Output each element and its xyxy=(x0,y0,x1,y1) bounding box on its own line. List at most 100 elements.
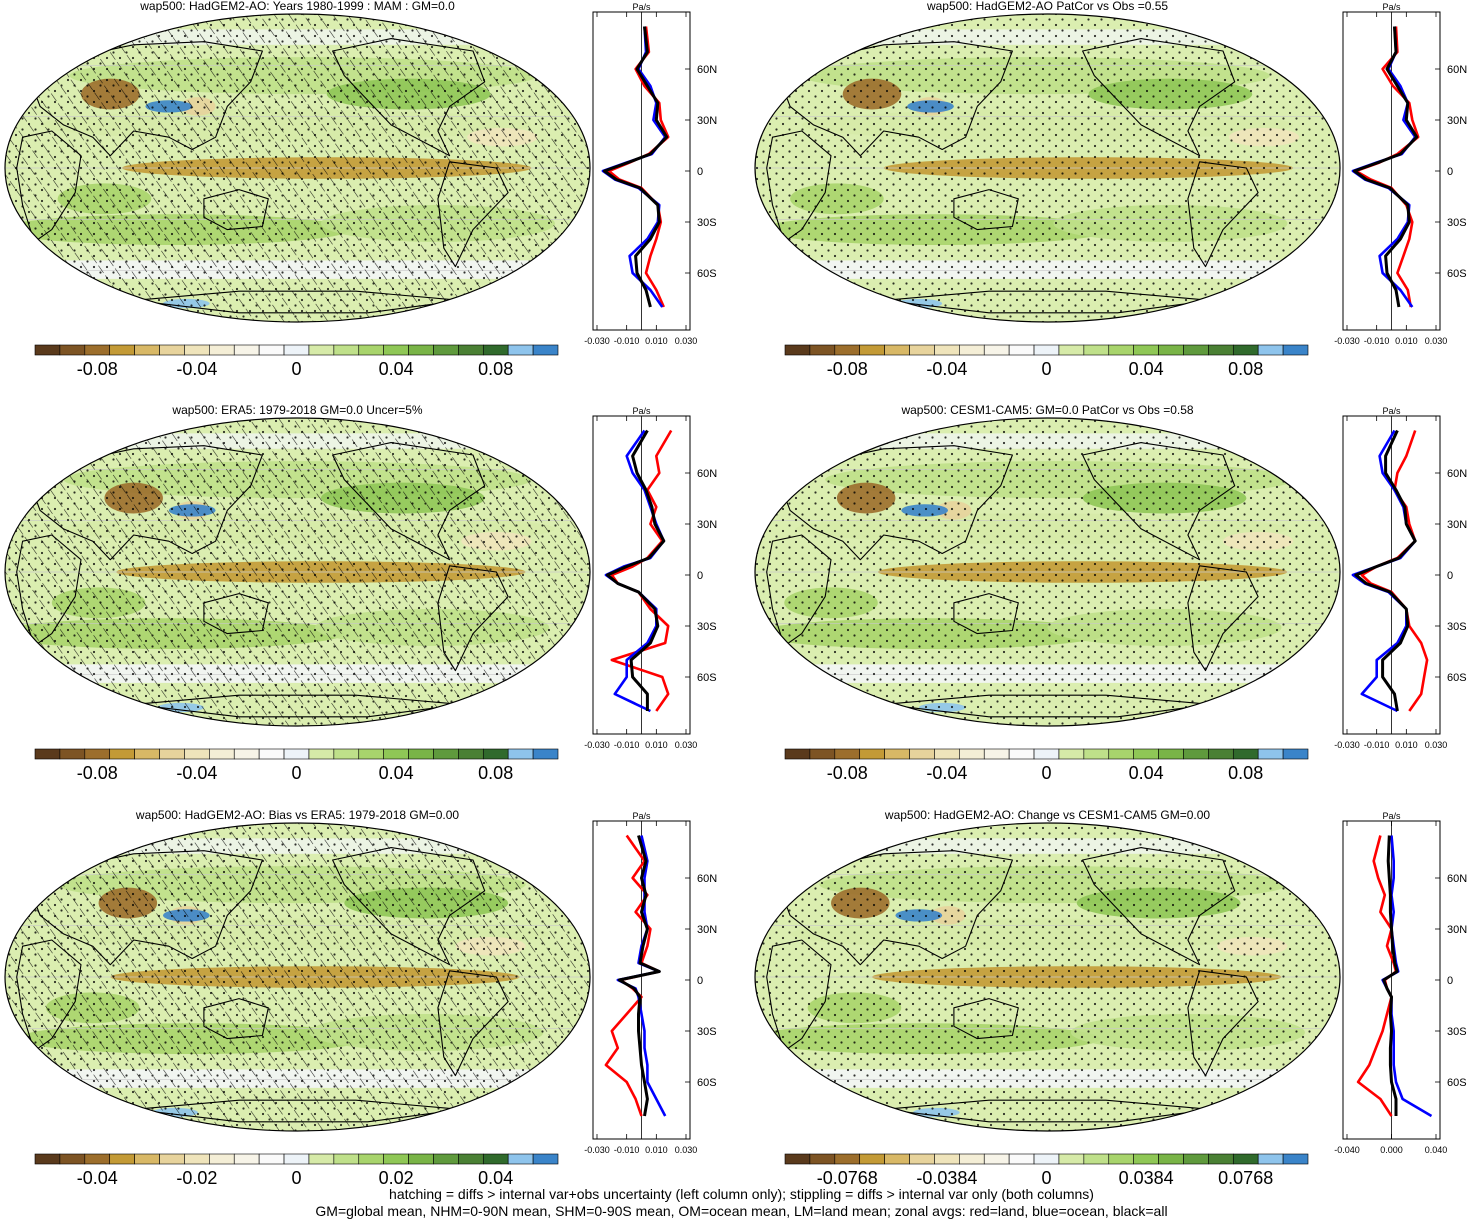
lat-label: 0 xyxy=(1447,166,1453,178)
colorbar-box xyxy=(909,344,935,356)
colorbar: -0.08 -0.04 0 0.04 0.08 xyxy=(34,344,559,379)
colorbar-box xyxy=(1232,344,1259,356)
colorbar-box xyxy=(1282,344,1309,356)
colorbar-box xyxy=(1257,1153,1284,1165)
colorbar-box xyxy=(433,1153,459,1165)
lat-label: 60S xyxy=(697,672,717,684)
x-tick-label: -0.030 xyxy=(1334,740,1360,750)
x-tick-label: 0.010 xyxy=(645,336,668,346)
x-tick-label: -0.010 xyxy=(614,1145,640,1155)
colorbar-box xyxy=(834,1153,861,1165)
colorbar-box xyxy=(233,748,260,760)
colorbar-label: 0.08 xyxy=(1228,359,1263,379)
colorbar-box xyxy=(134,344,160,356)
zonal-line-all xyxy=(1352,26,1419,308)
x-tick-label: -0.040 xyxy=(1334,1145,1360,1155)
colorbar-box xyxy=(1232,1153,1259,1165)
colorbar-box xyxy=(532,1153,559,1165)
colorbar-box xyxy=(159,748,185,760)
x-tick-label: 0.040 xyxy=(1425,1145,1448,1155)
colorbar-box xyxy=(59,748,86,760)
colorbar-box xyxy=(1208,1153,1234,1165)
x-tick-label: 0.030 xyxy=(675,1145,698,1155)
colorbar-box xyxy=(1083,748,1110,760)
zonal-units: Pa/s xyxy=(1382,2,1401,12)
colorbar-box xyxy=(1008,344,1035,356)
colorbar-box xyxy=(258,1153,285,1165)
colorbar-box xyxy=(959,1153,985,1165)
colorbar-box xyxy=(408,344,434,356)
colorbar-box xyxy=(184,748,210,760)
panel-title: wap500: HadGEM2-AO: Years 1980-1999 : MA… xyxy=(139,0,455,13)
lat-label: 30N xyxy=(1447,115,1467,127)
colorbar-box xyxy=(408,748,434,760)
colorbar-label: 0 xyxy=(1041,1168,1051,1188)
zonal-line-land xyxy=(607,26,670,308)
colorbar-box xyxy=(233,344,260,356)
colorbar-box xyxy=(458,748,484,760)
hatching-overlay xyxy=(5,823,590,1131)
colorbar-box xyxy=(134,748,160,760)
map-border xyxy=(754,822,1341,1132)
colorbar-box xyxy=(983,344,1010,356)
x-tick-label: -0.030 xyxy=(584,1145,610,1155)
lat-label: 60N xyxy=(1447,873,1467,885)
colorbar-box xyxy=(258,344,285,356)
colorbar-box xyxy=(884,748,910,760)
colorbar-box xyxy=(859,1153,885,1165)
hatching-overlay xyxy=(5,14,590,322)
lat-label: 60S xyxy=(1447,268,1467,280)
colorbar-box xyxy=(983,1153,1010,1165)
zonal-units: Pa/s xyxy=(1382,811,1401,821)
panel-4: wap500: CESM1-CAM5: GM=0.0 PatCor vs Obs… xyxy=(754,403,1467,783)
colorbar-box xyxy=(1058,344,1085,356)
colorbar-box xyxy=(383,748,409,760)
colorbar-box xyxy=(1158,344,1184,356)
colorbar-label: 0.08 xyxy=(478,359,513,379)
colorbar-box xyxy=(1183,748,1209,760)
colorbar-box xyxy=(809,344,836,356)
colorbar-box xyxy=(1257,748,1284,760)
colorbar-box xyxy=(109,344,135,356)
lat-label: 0 xyxy=(697,975,703,987)
colorbar-box xyxy=(909,1153,935,1165)
map-border xyxy=(4,822,591,1132)
colorbar-box xyxy=(884,1153,910,1165)
x-tick-label: -0.030 xyxy=(584,740,610,750)
x-tick-label: 0.030 xyxy=(675,740,698,750)
stippling-overlay xyxy=(755,418,1340,726)
x-tick-label: 0.030 xyxy=(1425,740,1448,750)
colorbar-label: 0.08 xyxy=(1228,763,1263,783)
colorbar: -0.0768 -0.0384 0 0.0384 0.0768 xyxy=(784,1153,1309,1188)
map-field xyxy=(5,823,590,1131)
colorbar-box xyxy=(784,1153,811,1165)
footer-line-1: hatching = diffs > internal var+obs unce… xyxy=(389,1186,1094,1202)
colorbar-box xyxy=(184,1153,210,1165)
colorbar-label: -0.0384 xyxy=(916,1168,977,1188)
colorbar-box xyxy=(934,748,960,760)
colorbar-box xyxy=(859,344,885,356)
colorbar: -0.04 -0.02 0 0.02 0.04 xyxy=(34,1153,559,1188)
colorbar-box xyxy=(507,748,534,760)
colorbar-box xyxy=(1083,1153,1110,1165)
x-tick-label: 0.010 xyxy=(1395,336,1418,346)
panel-title: wap500: CESM1-CAM5: GM=0.0 PatCor vs Obs… xyxy=(900,403,1193,417)
colorbar-label: -0.08 xyxy=(827,763,868,783)
zonal-mean-plot: Pa/s 60N 30N 0 30S 60S -0.030 -0.010 0.010 0.030 xyxy=(584,2,717,346)
colorbar-box xyxy=(308,344,335,356)
lat-label: 60S xyxy=(697,1077,717,1089)
zonal-units: Pa/s xyxy=(632,406,651,416)
colorbar-box xyxy=(1257,344,1284,356)
panel-title: wap500: HadGEM2-AO PatCor vs Obs =0.55 xyxy=(926,0,1168,13)
colorbar-box xyxy=(383,344,409,356)
colorbar-label: 0.04 xyxy=(1129,359,1164,379)
colorbar-box xyxy=(333,344,360,356)
lat-label: 0 xyxy=(697,570,703,582)
colorbar-box xyxy=(134,1153,160,1165)
zonal-mean-plot: Pa/s 60N 30N 0 30S 60S -0.030 -0.010 0.010 0.030 xyxy=(1334,406,1467,750)
colorbar-box xyxy=(784,344,811,356)
lat-label: 60N xyxy=(697,64,717,76)
colorbar-box xyxy=(1108,1153,1134,1165)
colorbar-box xyxy=(507,1153,534,1165)
